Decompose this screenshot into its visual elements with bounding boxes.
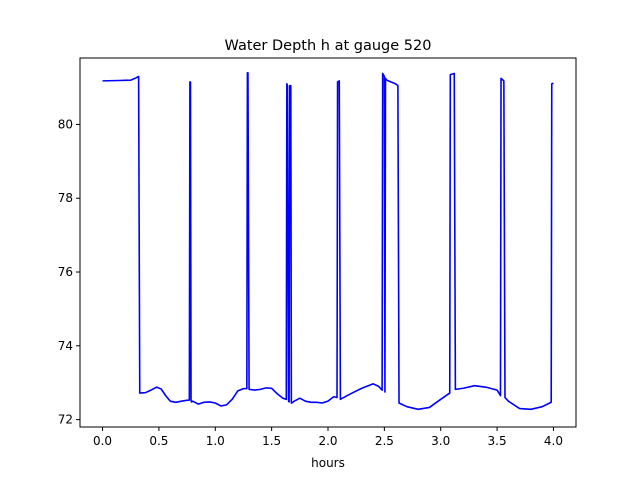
x-axis: 0.0 0.5 1.0 1.5 2.0 2.5 3.0 3.5 4.0 (93, 427, 563, 448)
x-tick-label: 2.0 (318, 434, 337, 448)
y-tick-label: 78 (58, 191, 73, 205)
series-line-0 (102, 71, 554, 411)
y-tick-label: 72 (58, 413, 73, 427)
x-tick-label: 2.5 (375, 434, 394, 448)
y-tick-label: 74 (58, 339, 73, 353)
x-tick-label: 4.0 (544, 434, 563, 448)
x-tick-label: 1.0 (206, 434, 225, 448)
x-tick-label: 1.5 (262, 434, 281, 448)
x-tick-label: 0.0 (93, 434, 112, 448)
y-axis: 72 74 76 78 80 (58, 117, 80, 427)
y-tick-label: 76 (58, 265, 73, 279)
y-tick-label: 80 (58, 117, 73, 131)
x-tick-label: 3.0 (431, 434, 450, 448)
chart-title: Water Depth h at gauge 520 (225, 38, 432, 54)
x-axis-label: hours (311, 456, 345, 470)
x-tick-label: 3.5 (488, 434, 507, 448)
x-tick-label: 0.5 (149, 434, 168, 448)
